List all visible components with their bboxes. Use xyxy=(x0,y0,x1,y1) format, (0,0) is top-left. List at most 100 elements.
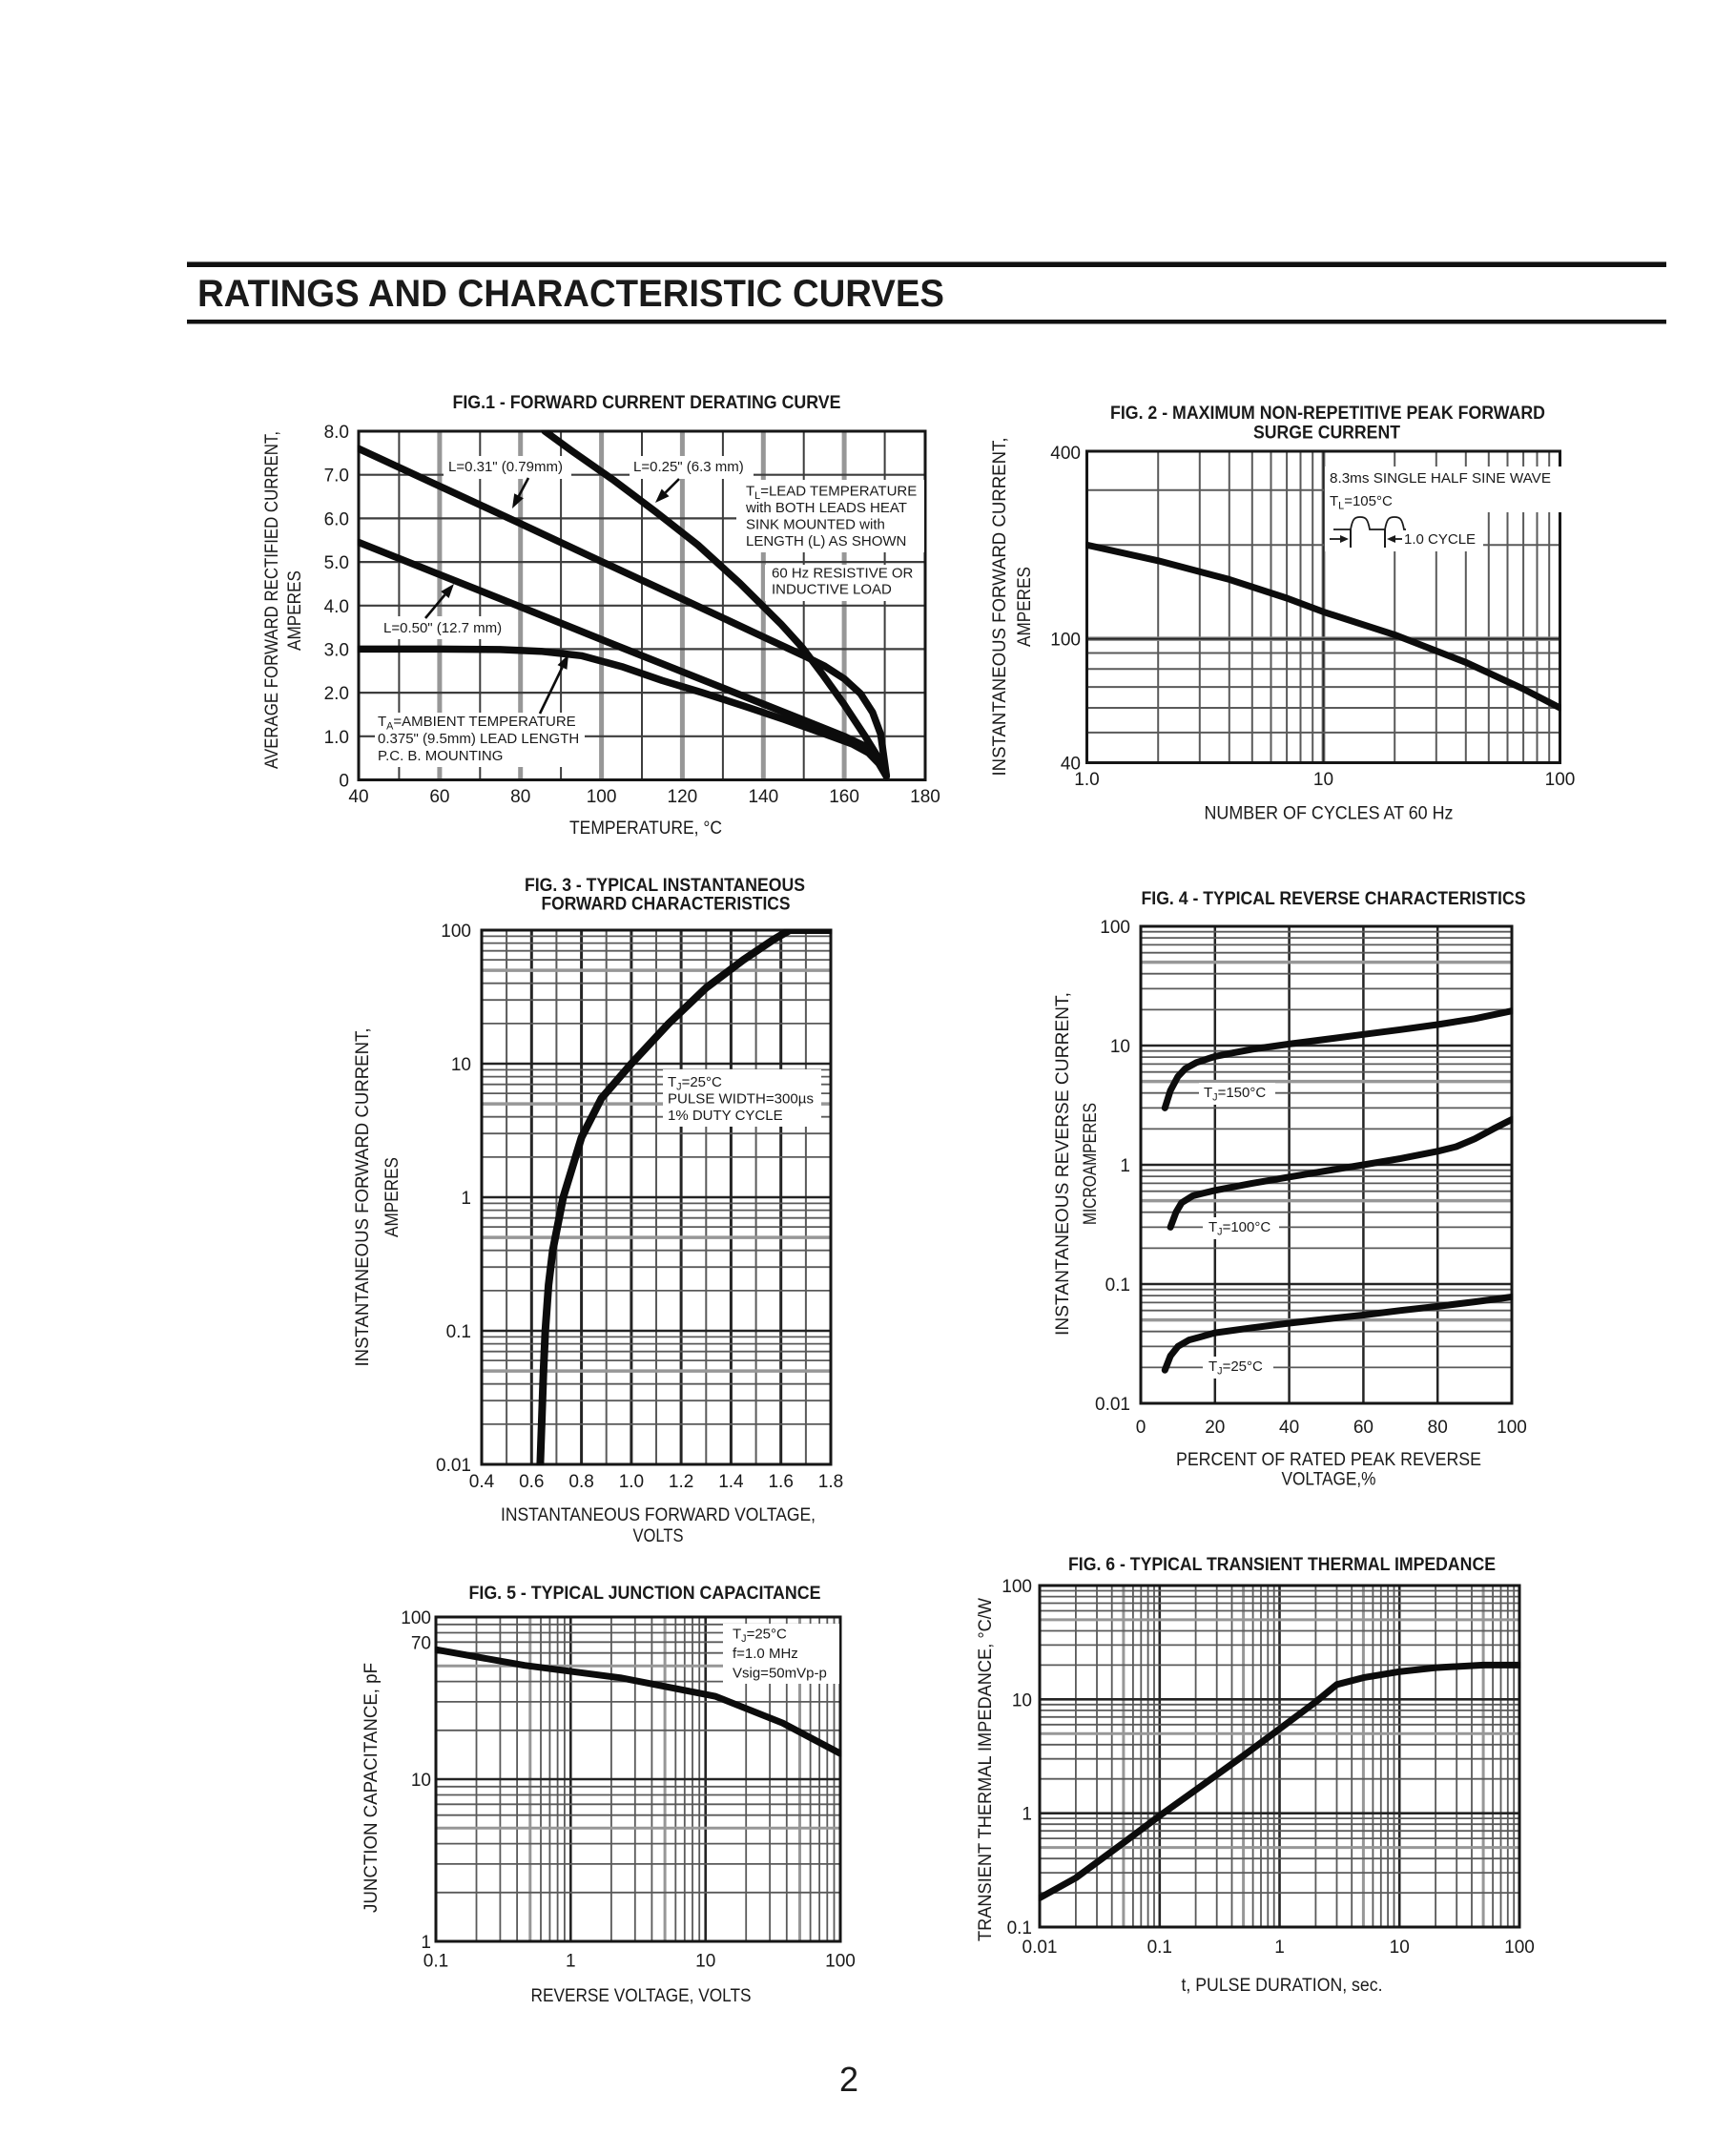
svg-text:FIG. 5 - TYPICAL JUNCTION CAPA: FIG. 5 - TYPICAL JUNCTION CAPACITANCE xyxy=(469,1584,821,1604)
svg-text:60: 60 xyxy=(429,787,449,807)
svg-text:0.6: 0.6 xyxy=(519,1472,544,1492)
svg-text:80: 80 xyxy=(510,787,530,807)
svg-text:1.0: 1.0 xyxy=(619,1472,644,1492)
svg-text:TA=AMBIENT TEMPERATURE: TA=AMBIENT TEMPERATURE xyxy=(378,714,576,733)
svg-text:100: 100 xyxy=(1504,1938,1535,1958)
svg-text:FIG.1 - FORWARD CURRENT DERATI: FIG.1 - FORWARD CURRENT DERATING CURVE xyxy=(453,393,841,413)
svg-text:40: 40 xyxy=(1279,1418,1299,1438)
svg-text:2: 2 xyxy=(839,2060,858,2099)
svg-text:5.0: 5.0 xyxy=(324,553,349,573)
svg-text:100: 100 xyxy=(1050,631,1081,651)
svg-text:f=1.0 MHz: f=1.0 MHz xyxy=(733,1646,798,1662)
svg-text:0.1: 0.1 xyxy=(1147,1938,1172,1958)
svg-text:1.0 CYCLE: 1.0 CYCLE xyxy=(1404,531,1476,548)
svg-text:TJ=25°C: TJ=25°C xyxy=(1208,1358,1263,1378)
svg-text:100: 100 xyxy=(1497,1418,1527,1438)
svg-text:8.3ms SINGLE HALF SINE WAVE: 8.3ms SINGLE HALF SINE WAVE xyxy=(1330,470,1551,487)
svg-text:40: 40 xyxy=(1061,755,1081,775)
svg-text:7.0: 7.0 xyxy=(324,466,349,487)
svg-text:LENGTH (L) AS SHOWN: LENGTH (L) AS SHOWN xyxy=(746,533,906,549)
svg-text:TJ=100°C: TJ=100°C xyxy=(1208,1219,1270,1238)
svg-text:1.8: 1.8 xyxy=(818,1472,843,1492)
svg-text:100: 100 xyxy=(825,1952,856,1972)
svg-text:MICROAMPERES: MICROAMPERES xyxy=(1081,1103,1101,1225)
svg-text:t, PULSE DURATION, sec.: t, PULSE DURATION, sec. xyxy=(1182,1976,1383,1996)
svg-text:0.4: 0.4 xyxy=(469,1472,495,1492)
svg-text:RATINGS AND CHARACTERISTIC CUR: RATINGS AND CHARACTERISTIC CURVES xyxy=(197,273,944,315)
svg-text:1% DUTY CYCLE: 1% DUTY CYCLE xyxy=(668,1108,783,1124)
svg-text:SURGE CURRENT: SURGE CURRENT xyxy=(1253,424,1400,444)
svg-text:3.0: 3.0 xyxy=(324,640,349,660)
svg-text:0: 0 xyxy=(1136,1418,1146,1438)
svg-text:0.1: 0.1 xyxy=(1007,1918,1032,1938)
svg-text:AMPERES: AMPERES xyxy=(285,570,305,651)
svg-text:TJ=150°C: TJ=150°C xyxy=(1204,1085,1266,1104)
svg-text:VOLTAGE,%: VOLTAGE,% xyxy=(1282,1470,1376,1490)
svg-text:PERCENT OF RATED PEAK REVERSE: PERCENT OF RATED PEAK REVERSE xyxy=(1176,1450,1481,1470)
svg-text:P.C. B. MOUNTING: P.C. B. MOUNTING xyxy=(378,748,503,764)
svg-text:100: 100 xyxy=(1002,1577,1032,1597)
svg-text:0.1: 0.1 xyxy=(1105,1275,1130,1296)
svg-text:10: 10 xyxy=(1313,770,1333,790)
svg-text:8.0: 8.0 xyxy=(324,423,349,443)
svg-text:1: 1 xyxy=(566,1952,576,1972)
svg-text:AMPERES: AMPERES xyxy=(382,1157,403,1237)
svg-text:0: 0 xyxy=(339,772,349,792)
svg-text:1: 1 xyxy=(1274,1938,1285,1958)
svg-text:REVERSE VOLTAGE, VOLTS: REVERSE VOLTAGE, VOLTS xyxy=(531,1986,752,2006)
svg-text:L=0.25" (6.3 mm): L=0.25" (6.3 mm) xyxy=(633,459,744,475)
svg-text:60 Hz RESISTIVE OR: 60 Hz RESISTIVE OR xyxy=(772,566,914,582)
svg-text:4.0: 4.0 xyxy=(324,597,349,617)
svg-text:10: 10 xyxy=(411,1771,431,1791)
svg-text:10: 10 xyxy=(1012,1690,1032,1710)
svg-text:0.01: 0.01 xyxy=(1095,1395,1130,1415)
svg-text:0.375" (9.5mm) LEAD LENGTH: 0.375" (9.5mm) LEAD LENGTH xyxy=(378,731,579,747)
svg-text:FIG. 4 - TYPICAL REVERSE CHARA: FIG. 4 - TYPICAL REVERSE CHARACTERISTICS xyxy=(1142,889,1526,909)
svg-text:1.6: 1.6 xyxy=(768,1472,793,1492)
svg-text:100: 100 xyxy=(441,922,471,942)
svg-text:60: 60 xyxy=(1353,1418,1374,1438)
svg-text:70: 70 xyxy=(411,1633,431,1653)
svg-text:100: 100 xyxy=(1545,770,1576,790)
svg-text:INSTANTANEOUS FORWARD VOLTAGE,: INSTANTANEOUS FORWARD VOLTAGE, xyxy=(501,1505,816,1525)
svg-text:1: 1 xyxy=(1022,1805,1032,1825)
svg-text:1: 1 xyxy=(461,1189,471,1209)
svg-text:L=0.31" (0.79mm): L=0.31" (0.79mm) xyxy=(448,459,563,475)
svg-text:10: 10 xyxy=(1110,1037,1130,1057)
svg-text:6.0: 6.0 xyxy=(324,509,349,529)
svg-text:TEMPERATURE, °C: TEMPERATURE, °C xyxy=(569,819,722,839)
svg-text:1.4: 1.4 xyxy=(718,1472,744,1492)
svg-text:VOLTS: VOLTS xyxy=(633,1526,684,1546)
svg-text:40: 40 xyxy=(348,787,368,807)
svg-text:TJ=25°C: TJ=25°C xyxy=(733,1627,787,1646)
svg-text:80: 80 xyxy=(1428,1418,1448,1438)
svg-text:TJ=25°C: TJ=25°C xyxy=(668,1074,722,1093)
svg-text:with BOTH LEADS HEAT: with BOTH LEADS HEAT xyxy=(745,500,907,516)
svg-text:TRANSIENT THERMAL IMPEDANCE, °: TRANSIENT THERMAL IMPEDANCE, °C/W xyxy=(976,1598,996,1941)
svg-text:10: 10 xyxy=(1390,1938,1410,1958)
svg-text:PULSE WIDTH=300µs: PULSE WIDTH=300µs xyxy=(668,1091,814,1108)
svg-text:400: 400 xyxy=(1050,444,1081,464)
svg-text:2.0: 2.0 xyxy=(324,684,349,704)
svg-text:INSTANTANEOUS REVERSE CURRENT: INSTANTANEOUS REVERSE CURRENT, xyxy=(1053,992,1073,1336)
svg-text:INSTANTANEOUS FORWARD CURRENT,: INSTANTANEOUS FORWARD CURRENT, xyxy=(353,1028,373,1367)
svg-text:100: 100 xyxy=(1100,918,1130,938)
svg-text:FIG. 6 - TYPICAL TRANSIENT THE: FIG. 6 - TYPICAL TRANSIENT THERMAL IMPED… xyxy=(1068,1555,1496,1575)
svg-text:FIG. 2 - MAXIMUM NON-REPETITIV: FIG. 2 - MAXIMUM NON-REPETITIVE PEAK FOR… xyxy=(1110,404,1545,424)
svg-text:1: 1 xyxy=(1120,1156,1130,1176)
svg-text:0.8: 0.8 xyxy=(568,1472,593,1492)
svg-text:1: 1 xyxy=(421,1933,431,1953)
svg-text:0.1: 0.1 xyxy=(423,1952,448,1972)
svg-text:1.2: 1.2 xyxy=(669,1472,693,1492)
svg-text:Vsig=50mVp-p: Vsig=50mVp-p xyxy=(733,1666,827,1682)
svg-text:0.01: 0.01 xyxy=(436,1456,471,1476)
svg-text:100: 100 xyxy=(587,787,617,807)
svg-text:FIG. 3 - TYPICAL INSTANTANEOUS: FIG. 3 - TYPICAL INSTANTANEOUS xyxy=(525,876,805,896)
svg-text:SINK MOUNTED with: SINK MOUNTED with xyxy=(746,517,885,533)
svg-text:L=0.50" (12.7 mm): L=0.50" (12.7 mm) xyxy=(383,620,502,636)
svg-text:1.0: 1.0 xyxy=(324,728,349,748)
svg-text:INDUCTIVE LOAD: INDUCTIVE LOAD xyxy=(772,582,892,598)
svg-text:INSTANTANEOUS FORWARD CURRENT,: INSTANTANEOUS FORWARD CURRENT, xyxy=(990,438,1010,777)
svg-text:0.1: 0.1 xyxy=(446,1322,471,1342)
svg-text:TL=105°C: TL=105°C xyxy=(1330,493,1393,512)
